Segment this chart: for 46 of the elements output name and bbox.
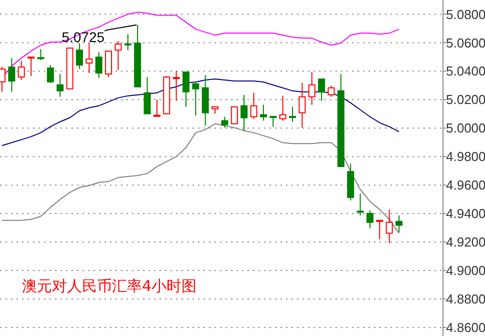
candlestick (124, 34, 132, 51)
candlestick (288, 106, 296, 122)
candlestick (95, 52, 102, 79)
candlestick (376, 220, 384, 240)
candlestick (37, 48, 44, 61)
candlestick (356, 192, 364, 216)
candlestick (328, 85, 335, 98)
y-tick-label: 4.9000 (446, 263, 485, 278)
candlestick (8, 58, 16, 92)
candlestick (105, 50, 112, 78)
candlestick (250, 92, 258, 120)
candlestick (46, 64, 54, 84)
candlestick (308, 72, 316, 106)
text: 澳元对人民币汇率4小时图 (22, 277, 197, 295)
candlestick (298, 82, 306, 128)
candlestick (240, 94, 248, 132)
y-tick-label: 4.8800 (446, 292, 485, 307)
y-tick-label: 5.0600 (446, 35, 485, 50)
candlestick (366, 210, 374, 229)
candlestick (270, 116, 277, 128)
candlestick (153, 99, 160, 117)
candlestick (76, 42, 83, 70)
y-tick-label: 5.0800 (446, 6, 485, 22)
candlestick (230, 106, 238, 124)
y-tick-label: 4.8600 (446, 320, 485, 336)
candlestick (386, 208, 393, 244)
y-tick-label: 4.9200 (446, 234, 485, 250)
candlestick (18, 60, 25, 81)
candlestick (192, 81, 200, 116)
y-tick-label: 5.0200 (446, 92, 485, 108)
y-tick-label: 4.9800 (446, 149, 485, 164)
y-tick-label: 5.0400 (446, 64, 485, 79)
candlestick (86, 42, 93, 74)
candlestick (396, 214, 402, 233)
candlestick (144, 76, 151, 114)
y-tick-label: 5.0000 (446, 120, 485, 136)
candlestick (114, 40, 122, 71)
candlestick (318, 78, 326, 102)
candlestick (56, 74, 64, 98)
candlestick (28, 56, 35, 77)
candlestick (279, 95, 286, 122)
candlestick (221, 116, 228, 128)
y-tick-label: 4.9600 (446, 178, 485, 193)
candlestick (182, 72, 190, 108)
candlestick (172, 70, 180, 102)
y-tick-label: 4.9400 (446, 206, 485, 222)
